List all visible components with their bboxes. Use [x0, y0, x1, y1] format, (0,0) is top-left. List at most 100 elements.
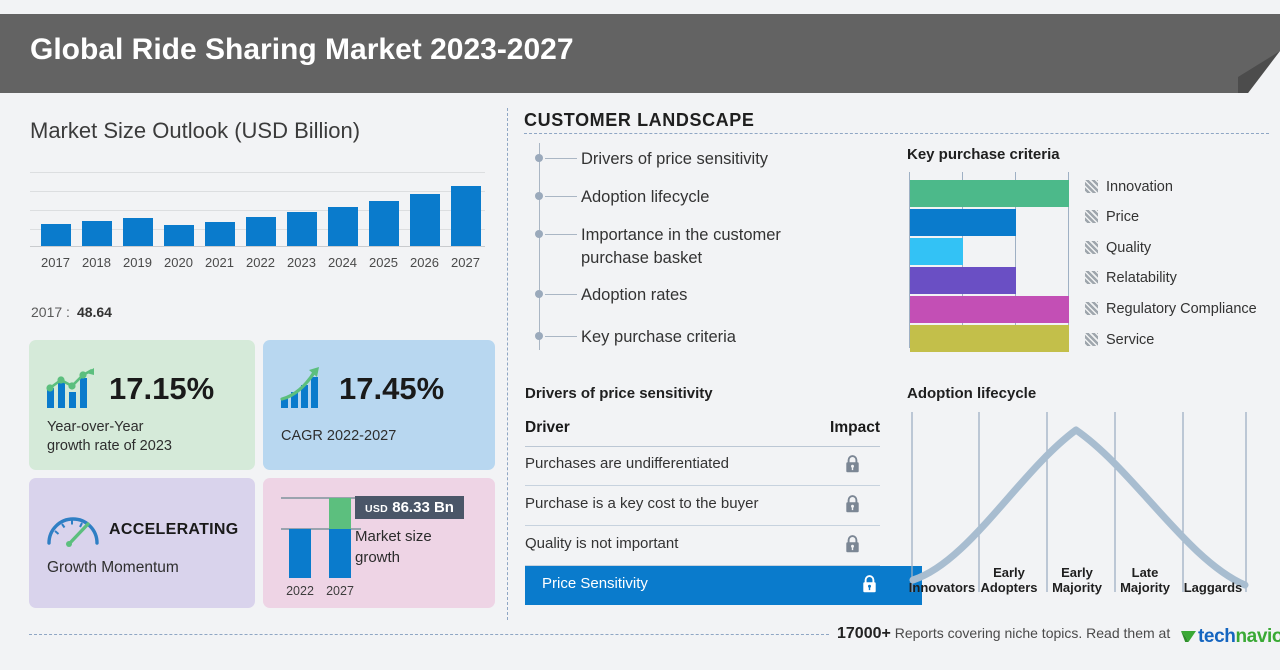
- bullet-connector: [545, 196, 577, 198]
- caption-line1: Market size: [355, 528, 432, 545]
- key-purchase-criteria-chart: [909, 172, 1070, 352]
- bullet-connector: [545, 158, 577, 160]
- kpc-bar-regulatory-compliance: [910, 296, 1069, 323]
- column-divider: [507, 108, 508, 620]
- bar-2020: [164, 225, 194, 246]
- page-header: Global Ride Sharing Market 2023-2027: [0, 14, 1280, 93]
- key-purchase-criteria-panel: Key purchase criteria Innovation Price Q…: [907, 146, 1272, 356]
- lock-icon: [863, 575, 876, 593]
- bar-2017: [41, 224, 71, 246]
- drivers-table-header: Driver Impact: [525, 419, 880, 447]
- x-label: 2019: [123, 255, 152, 270]
- card-yoy-growth[interactable]: 17.15% Year-over-Year growth rate of 202…: [29, 340, 255, 470]
- lock-icon: [846, 455, 859, 473]
- customer-landscape-bullet-list: Drivers of price sensitivity Adoption li…: [524, 140, 894, 355]
- bar-2022: [246, 217, 276, 246]
- market-size-chart-title: Market Size Outlook (USD Billion): [30, 118, 361, 143]
- legend-swatch-icon: [1085, 210, 1098, 223]
- minichart-year-2022: 2022: [286, 584, 314, 598]
- lifecycle-label-innovators: Innovators: [905, 580, 979, 595]
- logo-part1: tech: [1198, 626, 1236, 647]
- x-label: 2027: [451, 255, 480, 270]
- lock-icon: [846, 535, 859, 553]
- card-growth-momentum[interactable]: ACCELERATING Growth Momentum: [29, 478, 255, 608]
- label-line1: Early: [1061, 565, 1093, 580]
- market-size-value-badge: USD 86.33 Bn: [355, 496, 464, 519]
- market-size-panel: Market Size Outlook (USD Billion) 2017 2…: [0, 100, 507, 618]
- growth-momentum-label: Growth Momentum: [47, 559, 179, 576]
- legend-label: Innovation: [1106, 179, 1173, 195]
- minibar-2027-growth: [329, 498, 351, 529]
- x-label: 2024: [328, 255, 357, 270]
- kpc-bar-service: [910, 325, 1069, 352]
- legend-label: Service: [1106, 332, 1155, 348]
- bullet-dot-icon: [535, 154, 543, 162]
- value-note-value: 48.64: [76, 304, 112, 320]
- x-label: 2018: [82, 255, 111, 270]
- table-row[interactable]: Purchase is a key cost to the buyer: [525, 486, 880, 526]
- drivers-table-title: Drivers of price sensitivity: [525, 385, 713, 402]
- minichart-mid-rule: [281, 528, 361, 530]
- gridline: [30, 172, 485, 173]
- table-row-highlighted[interactable]: Price Sensitivity: [525, 566, 922, 605]
- x-label: 2023: [287, 255, 316, 270]
- market-size-bar-chart: [30, 172, 485, 247]
- legend-item-price: Price: [1085, 208, 1139, 225]
- kpc-bar-quality: [910, 238, 963, 265]
- kpc-bar-relatability: [910, 267, 1016, 294]
- market-size-growth-caption: Market size growth: [355, 526, 432, 568]
- x-label: 2022: [246, 255, 275, 270]
- lifecycle-label-late-majority: Late Majority: [1109, 565, 1181, 595]
- legend-swatch-icon: [1085, 241, 1098, 254]
- market-size-growth-minichart: 2022 2027: [281, 496, 361, 598]
- bullet-label: Drivers of price sensitivity: [581, 150, 769, 168]
- lifecycle-label-early-adopters: Early Adopters: [973, 565, 1045, 595]
- bullet-label: Adoption rates: [581, 286, 688, 304]
- badge-value: 86.33 Bn: [392, 499, 454, 516]
- bar-2025: [369, 201, 399, 246]
- card-market-size-growth[interactable]: 2022 2027 USD 86.33 Bn Market size growt…: [263, 478, 495, 608]
- cagr-value: 17.45%: [339, 371, 445, 406]
- legend-item-service: Service: [1085, 331, 1154, 348]
- card-cagr[interactable]: 17.45% CAGR 2022-2027: [263, 340, 495, 470]
- legend-item-innovation: Innovation: [1085, 178, 1173, 195]
- bullet-label: Adoption lifecycle: [581, 188, 710, 206]
- cagr-label: CAGR 2022-2027: [281, 428, 397, 444]
- legend-label: Price: [1106, 209, 1140, 225]
- driver-name: Purchases are undifferentiated: [525, 455, 730, 472]
- bullet-dot-icon: [535, 290, 543, 298]
- x-label: 2026: [410, 255, 439, 270]
- kpc-bar-price: [910, 209, 1016, 236]
- market-size-x-labels: 2017 2018 2019 2020 2021 2022 2023 2024 …: [30, 255, 485, 273]
- x-label: 2025: [369, 255, 398, 270]
- customer-landscape-underline: [524, 133, 1269, 134]
- footer-report-count: 17000+: [837, 625, 891, 642]
- table-row[interactable]: Purchases are undifferentiated: [525, 446, 880, 486]
- bar-chart-arrow-icon: [280, 367, 319, 408]
- legend-swatch-icon: [1085, 180, 1098, 193]
- label-line2: Majority: [1120, 580, 1170, 595]
- legend-item-relatability: Relatability: [1085, 269, 1177, 286]
- table-row[interactable]: Quality is not important: [525, 526, 880, 566]
- lifecycle-label-early-majority: Early Majority: [1041, 565, 1113, 595]
- technavio-logo[interactable]: technavio®: [1180, 626, 1280, 648]
- kpc-axis-line: [909, 172, 911, 348]
- lock-icon: [846, 495, 859, 513]
- yoy-label-line2: growth rate of 2023: [47, 438, 172, 454]
- legend-item-regulatory-compliance: Regulatory Compliance: [1085, 300, 1257, 317]
- footer-caption: Reports covering niche topics. Read them…: [894, 625, 1171, 641]
- bar-2027: [451, 186, 481, 246]
- label-line1: Early: [993, 565, 1025, 580]
- label-line1: Innovators: [908, 580, 976, 595]
- legend-swatch-icon: [1085, 333, 1098, 346]
- bullet-connector: [545, 294, 577, 296]
- label-line1: Late: [1131, 565, 1159, 580]
- bullet-label: Key purchase criteria: [581, 328, 736, 346]
- label-line2: Majority: [1052, 580, 1102, 595]
- customer-landscape-title: CUSTOMER LANDSCAPE: [524, 110, 755, 130]
- adoption-lifecycle-chart: [909, 412, 1249, 592]
- legend-label: Quality: [1106, 240, 1152, 256]
- label-line1: Laggards: [1183, 580, 1243, 595]
- x-label: 2021: [205, 255, 234, 270]
- value-note-year: 2017 :: [31, 304, 70, 320]
